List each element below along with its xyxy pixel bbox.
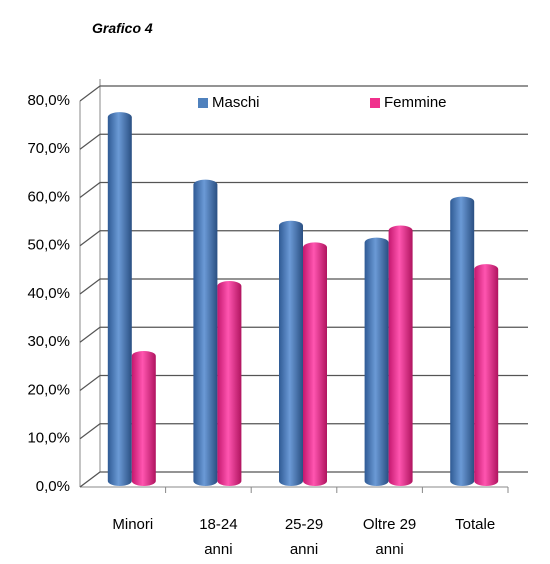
legend-swatch: [370, 98, 380, 108]
y-tick-label: 80,0%: [27, 92, 70, 109]
bar: [193, 179, 218, 487]
legend-label: Femmine: [384, 94, 447, 111]
y-tick-label: 60,0%: [27, 188, 70, 205]
legend-swatch: [198, 98, 208, 108]
y-tick-label: 20,0%: [27, 381, 70, 398]
bar: [217, 281, 242, 487]
y-tick-label: 0,0%: [36, 478, 70, 495]
y-tick-label: 40,0%: [27, 285, 70, 302]
bar: [474, 264, 499, 487]
x-tick-label: Oltre 29 anni: [362, 516, 417, 558]
bar: [131, 350, 156, 487]
grid-line: [79, 230, 528, 247]
x-tick-label: Minori: [112, 516, 154, 533]
x-tick-label: 18-24 anni: [199, 516, 238, 558]
x-tick-label: Totale: [455, 516, 496, 533]
bar: [279, 220, 303, 486]
y-tick-label: 10,0%: [27, 430, 70, 447]
bar: [450, 196, 475, 487]
bar: [107, 112, 132, 487]
x-tick-label: 25-29 anni: [284, 516, 324, 558]
chart-title: Grafico 4: [92, 20, 153, 36]
y-tick-label: 30,0%: [27, 333, 70, 350]
bar: [303, 242, 327, 486]
grid-line: [79, 133, 528, 150]
legend-label: Maschi: [212, 94, 260, 111]
y-tick-label: 50,0%: [27, 237, 70, 254]
grid-line: [79, 85, 528, 102]
y-tick-label: 70,0%: [27, 140, 70, 157]
grid-line: [79, 181, 528, 198]
bar: [388, 225, 413, 487]
bar: [364, 237, 389, 487]
